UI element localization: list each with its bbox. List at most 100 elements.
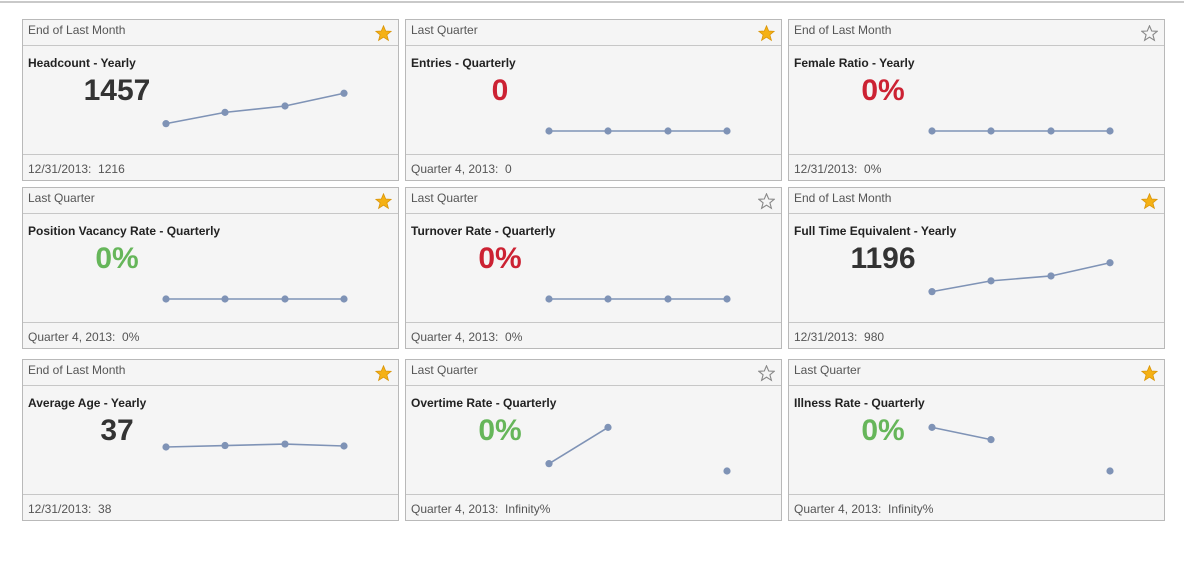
sparkline-segment xyxy=(931,280,992,293)
kpi-tile[interactable]: End of Last Month Female Ratio - Yearly … xyxy=(788,19,1165,181)
sparkline-point xyxy=(723,127,731,135)
sparkline-point xyxy=(340,442,348,450)
top-divider xyxy=(0,1,1184,3)
sparkline-segment xyxy=(165,111,226,125)
sparkline-point xyxy=(221,441,229,450)
sparkline-point xyxy=(1047,272,1055,280)
sparkline-point xyxy=(340,89,348,97)
sparkline-point xyxy=(545,460,553,468)
sparkline-point xyxy=(281,102,289,110)
sparkline-point xyxy=(664,127,672,135)
sparkline-point xyxy=(1106,467,1114,475)
period-label: Last Quarter xyxy=(406,360,781,386)
period-label: Last Quarter xyxy=(406,188,781,214)
kpi-tile[interactable]: End of Last Month Full Time Equivalent -… xyxy=(788,187,1165,349)
sparkline-segment xyxy=(1050,261,1111,277)
period-label: Last Quarter xyxy=(23,188,398,214)
favorite-star-icon[interactable] xyxy=(758,25,775,42)
kpi-tile[interactable]: Last Quarter Position Vacancy Rate - Qua… xyxy=(22,187,399,349)
period-label: End of Last Month xyxy=(789,188,1164,214)
kpi-tile[interactable]: Last Quarter Overtime Rate - Quarterly 0… xyxy=(405,359,782,521)
sparkline-point xyxy=(987,436,995,444)
kpi-title: Full Time Equivalent - Yearly xyxy=(794,224,957,238)
favorite-star-icon[interactable] xyxy=(758,365,775,382)
kpi-tile[interactable]: Last Quarter Entries - Quarterly 0 Quart… xyxy=(405,19,782,181)
kpi-title: Overtime Rate - Quarterly xyxy=(411,396,557,410)
kpi-value: 0% xyxy=(861,414,905,447)
sparkline-point xyxy=(1047,127,1055,135)
kpi-value: 0% xyxy=(478,414,522,447)
sparkline-point xyxy=(987,127,995,135)
favorite-star-icon[interactable] xyxy=(1141,25,1158,42)
sparkline-point xyxy=(162,120,170,128)
kpi-footer: Quarter 4, 2013: Infinity% xyxy=(406,494,781,520)
star-filled xyxy=(375,365,392,382)
star-filled xyxy=(758,25,775,42)
sparkline-segment xyxy=(284,443,345,447)
period-label: Last Quarter xyxy=(406,20,781,46)
kpi-title: Illness Rate - Quarterly xyxy=(794,396,925,410)
sparkline-point xyxy=(723,295,731,303)
kpi-value: 1196 xyxy=(850,242,916,275)
period-label: Last Quarter xyxy=(789,360,1164,386)
kpi-title: Average Age - Yearly xyxy=(28,396,147,410)
sparkline-point xyxy=(545,295,553,303)
favorite-star-icon[interactable] xyxy=(1141,365,1158,382)
kpi-title: Position Vacancy Rate - Quarterly xyxy=(28,224,221,238)
favorite-star-icon[interactable] xyxy=(375,365,392,382)
kpi-value: 0 xyxy=(491,74,509,107)
sparkline-point xyxy=(604,423,612,431)
sparkline-segment xyxy=(224,443,286,447)
star-outline xyxy=(758,193,775,210)
kpi-footer: Quarter 4, 2013: 0% xyxy=(406,322,781,348)
kpi-footer: Quarter 4, 2013: 0% xyxy=(23,322,398,348)
kpi-value: 0% xyxy=(478,242,522,275)
sparkline-point xyxy=(723,467,731,475)
kpi-tile[interactable]: End of Last Month Average Age - Yearly 3… xyxy=(22,359,399,521)
sparkline-segment xyxy=(990,275,1052,282)
sparkline-point xyxy=(221,108,229,116)
kpi-title: Turnover Rate - Quarterly xyxy=(411,224,556,238)
sparkline-point xyxy=(162,295,170,303)
kpi-footer: 12/31/2013: 38 xyxy=(23,494,398,520)
sparkline-point xyxy=(604,127,612,135)
sparkline-point xyxy=(281,440,289,448)
sparkline-segment xyxy=(284,92,345,107)
kpi-value: 0% xyxy=(95,242,139,275)
favorite-star-icon[interactable] xyxy=(375,25,392,42)
kpi-tile[interactable]: Last Quarter Turnover Rate - Quarterly 0… xyxy=(405,187,782,349)
favorite-star-icon[interactable] xyxy=(758,193,775,210)
sparkline-point xyxy=(928,288,936,296)
favorite-star-icon[interactable] xyxy=(1141,193,1158,210)
period-label: End of Last Month xyxy=(23,360,398,386)
sparkline-point xyxy=(1106,127,1114,135)
star-outline xyxy=(1141,25,1158,42)
kpi-footer: 12/31/2013: 1216 xyxy=(23,154,398,180)
kpi-dashboard: End of Last Month Headcount - Yearly 145… xyxy=(22,19,1165,521)
kpi-title: Female Ratio - Yearly xyxy=(794,56,915,70)
sparkline-point xyxy=(281,295,289,303)
star-filled xyxy=(375,25,392,42)
sparkline-point xyxy=(340,295,348,303)
kpi-tile[interactable]: Last Quarter Illness Rate - Quarterly 0%… xyxy=(788,359,1165,521)
star-filled xyxy=(1141,365,1158,382)
star-filled xyxy=(1141,193,1158,210)
favorite-star-icon[interactable] xyxy=(375,193,392,210)
sparkline-point xyxy=(604,295,612,303)
star-outline xyxy=(758,365,775,382)
kpi-value: 37 xyxy=(100,414,134,447)
kpi-value: 1457 xyxy=(83,74,151,107)
kpi-title: Entries - Quarterly xyxy=(411,56,516,70)
star-filled xyxy=(375,193,392,210)
period-label: End of Last Month xyxy=(23,20,398,46)
kpi-title: Headcount - Yearly xyxy=(28,56,136,70)
sparkline-point xyxy=(221,295,229,303)
sparkline-point xyxy=(987,277,995,285)
sparkline-point xyxy=(545,127,553,135)
period-label: End of Last Month xyxy=(789,20,1164,46)
kpi-tile[interactable]: End of Last Month Headcount - Yearly 145… xyxy=(22,19,399,181)
kpi-footer: 12/31/2013: 0% xyxy=(789,154,1164,180)
sparkline-point xyxy=(928,127,936,135)
sparkline-point xyxy=(664,295,672,303)
kpi-footer: Quarter 4, 2013: Infinity% xyxy=(789,494,1164,520)
